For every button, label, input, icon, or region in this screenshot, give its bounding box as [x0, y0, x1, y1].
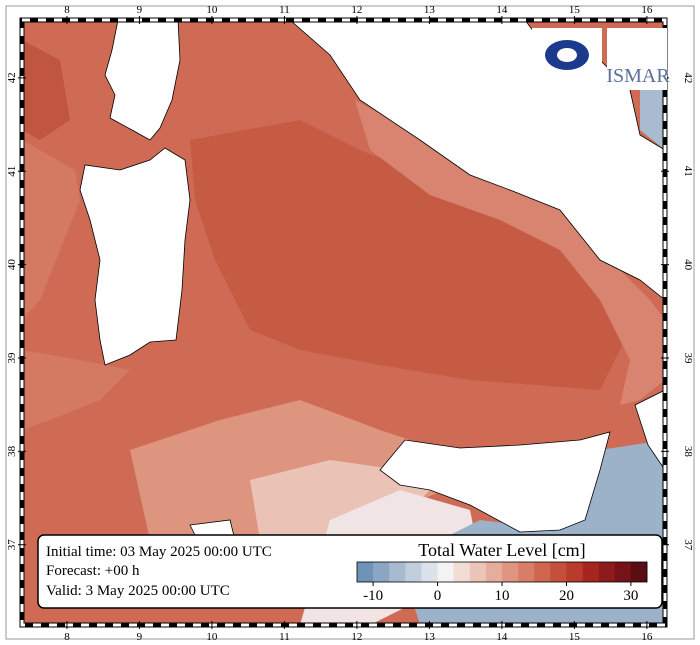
- colorbar-cell: [421, 562, 438, 582]
- sicily: [379, 431, 611, 533]
- lat-label: 41: [6, 166, 18, 177]
- lat-label: 38: [6, 445, 18, 457]
- colorbar-cell: [405, 562, 422, 582]
- lat-label: 41: [682, 166, 694, 177]
- lon-label: 9: [137, 631, 143, 643]
- logo-mark: [557, 48, 577, 62]
- lon-label: 9: [137, 4, 143, 16]
- lat-label: 37: [6, 539, 18, 551]
- colorbar-cell: [534, 562, 551, 582]
- colorbar-cell: [437, 562, 454, 582]
- lat-label: 40: [682, 259, 694, 271]
- info-box: [37, 534, 663, 609]
- colorbar-cell: [389, 562, 406, 582]
- lat-label: 37: [682, 539, 694, 551]
- lon-label: 16: [641, 631, 653, 643]
- colorbar-cell: [630, 562, 648, 582]
- colorbar: -10 0 10 20 30: [356, 561, 648, 604]
- lon-label: 12: [351, 631, 362, 643]
- field-zone: [22, 40, 70, 140]
- lon-label: 15: [569, 631, 581, 643]
- sardinia: [79, 147, 191, 366]
- colorbar-cell: [550, 562, 567, 582]
- colorbar-title: Total Water Level [cm]: [418, 540, 585, 560]
- field-zone: [355, 100, 665, 405]
- colorbar-cell: [614, 562, 632, 582]
- lon-label: 10: [206, 4, 218, 16]
- calabria: [634, 389, 665, 471]
- land: [79, 20, 665, 546]
- colorbar-tick-label: 0: [434, 588, 442, 604]
- corsica: [104, 20, 181, 141]
- colorbar-cell: [453, 562, 471, 582]
- lon-label: 13: [424, 4, 436, 16]
- lon-label: 11: [279, 4, 290, 16]
- logo-bg: [607, 28, 667, 90]
- colorbar-cell: [485, 562, 503, 582]
- colorbar-cell: [566, 562, 583, 582]
- colorbar-cell: [518, 562, 535, 582]
- field-zone: [22, 140, 80, 320]
- field-zone: [22, 350, 130, 430]
- colorbar-cell: [598, 562, 616, 582]
- lon-label: 12: [351, 4, 362, 16]
- colorbar-tick-label: 20: [559, 588, 574, 604]
- forecast: Forecast: +00 h: [46, 563, 140, 579]
- lon-label: 15: [569, 4, 581, 16]
- lon-label: 8: [64, 4, 70, 16]
- lon-label: 14: [496, 4, 508, 16]
- lat-label: 42: [682, 72, 694, 83]
- colorbar-cell: [582, 562, 599, 582]
- lon-label: 10: [206, 631, 218, 643]
- lon-label: 8: [64, 631, 70, 643]
- colorbar-cell: [469, 562, 487, 582]
- initial-time: Initial time: 03 May 2025 00:00 UTC: [46, 544, 272, 560]
- lat-label: 40: [6, 259, 18, 271]
- outer-border: [5, 5, 695, 640]
- lat-label: 38: [682, 446, 694, 458]
- valid-time: Valid: 3 May 2025 00:00 UTC: [46, 583, 230, 599]
- lon-label: 11: [279, 631, 290, 643]
- colorbar-tick-label: -10: [363, 588, 383, 604]
- colorbar-cell: [373, 562, 390, 582]
- colorbar-cell: [357, 562, 374, 582]
- lat-label: 39: [6, 352, 18, 364]
- colorbar-cell: [502, 562, 519, 582]
- field-zone: [190, 120, 625, 390]
- colorbar-tick-label: 30: [623, 588, 638, 604]
- lon-label: 16: [641, 4, 653, 16]
- lat-label: 42: [6, 72, 18, 83]
- frame-dashes: [20, 18, 667, 627]
- lon-label: 14: [496, 631, 508, 643]
- lat-label: 39: [682, 352, 694, 364]
- logos: ISMAR: [532, 28, 670, 90]
- axis-ticks: 8 8 9 9 10 10 11 11 12 12 13 13 14 14 15 15 16 16 37 37 38 38…: [6, 4, 694, 643]
- colorbar-tick-label: 10: [495, 588, 510, 604]
- lon-label: 13: [424, 631, 436, 643]
- logo-text: ISMAR: [606, 65, 670, 87]
